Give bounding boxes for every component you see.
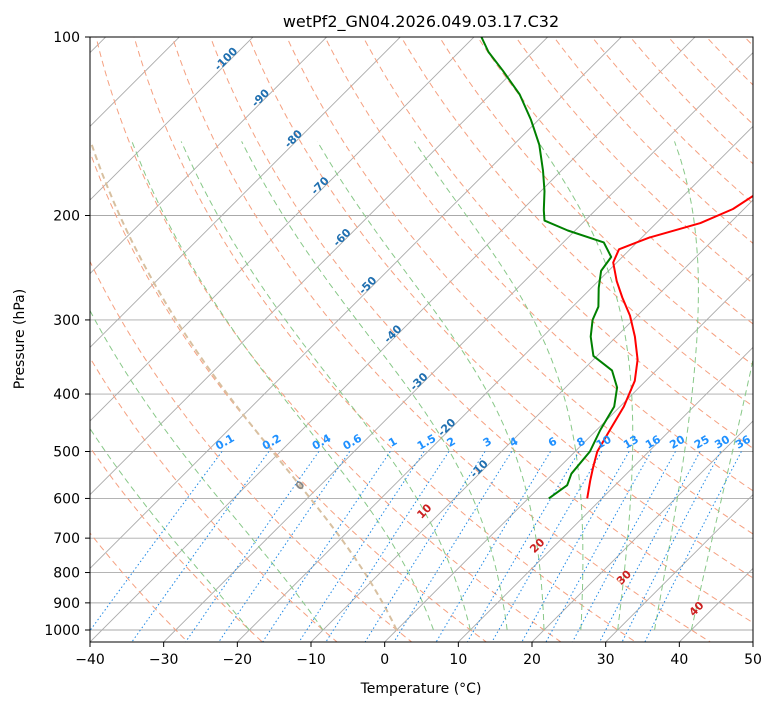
mixing-ratio-line [261,451,391,642]
axes-layer: −40 −30 −20 −10 0 10 20 30 40 50 100 200 300 400 500 60… [44,30,762,668]
mixing-ratio-line [644,451,742,642]
moist-adiabat-line [413,141,584,631]
y-tick-label: 100 [53,30,80,46]
dry-adiabat-line [90,260,413,642]
x-tick-label: −30 [149,652,179,668]
dewpoint-profile-line [480,37,619,500]
y-tick-label: 700 [53,531,80,547]
x-tick-label: −20 [223,652,253,668]
y-tick-label: 800 [53,566,80,582]
grid-layer [90,37,753,642]
dry-adiabat-line [286,37,753,535]
dry-adiabat-line [362,37,753,449]
mixing-ratio-line [571,451,676,642]
mixing-ratio-line [521,451,630,642]
x-tick-label: 30 [597,652,615,668]
isotherm-line [163,52,753,642]
isotherm-line [90,37,254,201]
isotherm-line [90,37,622,569]
y-tick-label: 300 [53,313,80,329]
moist-adiabat-line [131,141,434,631]
isotherm-line [90,37,401,348]
mixing-ratio-line [621,451,722,642]
x-tick-label: −40 [75,652,105,668]
mixing-ratio-line [435,451,551,642]
dry-adiabat-line [90,150,488,642]
plot-frame [89,36,754,643]
x-tick-label: 50 [744,652,762,668]
mixing-ratio-line [599,451,701,642]
mixing-ratio-line [184,451,320,642]
isotherm-line [90,37,549,496]
mixing-ratio-line [466,451,580,642]
x-tick-label: 40 [670,652,688,668]
moist-adiabat-line [90,309,324,631]
y-tick-label: 400 [53,387,80,403]
mixing-ratio-line [90,451,223,632]
moist-adiabat-line [180,141,471,631]
isotherm-line [457,346,753,642]
isotherm-line [310,199,753,642]
mixing-ratio-line [545,451,652,642]
x-axis-label: Temperature (°C) [360,681,482,697]
y-tick-label: 1000 [44,623,80,639]
moist-adiabat-line [654,141,699,631]
dry-adiabat-line [515,37,753,285]
moist-adiabat-line [316,141,545,631]
dry-adiabat-line [248,37,753,579]
x-tick-label: −10 [296,652,326,668]
mixing-ratio-line [325,451,450,642]
temperature-profile-line [586,194,753,499]
x-tick-label: 0 [380,652,389,668]
y-tick-label: 200 [53,209,80,225]
moist-adiabat-line [90,427,250,631]
y-tick-label: 500 [53,444,80,460]
isotherm-line [90,37,328,275]
mixing-ratio-line [491,451,603,642]
y-tick-label: 600 [53,491,80,507]
mixing-ratio-line [298,451,425,642]
x-tick-label: 20 [523,652,541,668]
isotherm-line [384,273,753,642]
moist-adiabat-line [90,141,398,631]
dry-adiabat-line [438,37,753,366]
y-axis-label: Pressure (hPa) [12,289,28,389]
dry-adiabat-line [209,37,753,624]
isotherm-line [531,420,753,642]
x-tick-label: 10 [449,652,467,668]
dry-adiabat-line [171,37,712,642]
dry-adiabat-line [400,37,753,407]
dry-adiabat-line [553,37,753,244]
isotherm-line [90,37,696,642]
isotherm-line [605,494,753,642]
y-tick-label: 900 [53,596,80,612]
chart-title: wetPf2_GN04.2026.049.03.17.C32 [283,12,559,32]
isotherm-line [236,125,753,642]
series-layer [480,37,753,500]
isotherm-line [90,37,475,422]
moist-adiabat-line [690,357,753,631]
